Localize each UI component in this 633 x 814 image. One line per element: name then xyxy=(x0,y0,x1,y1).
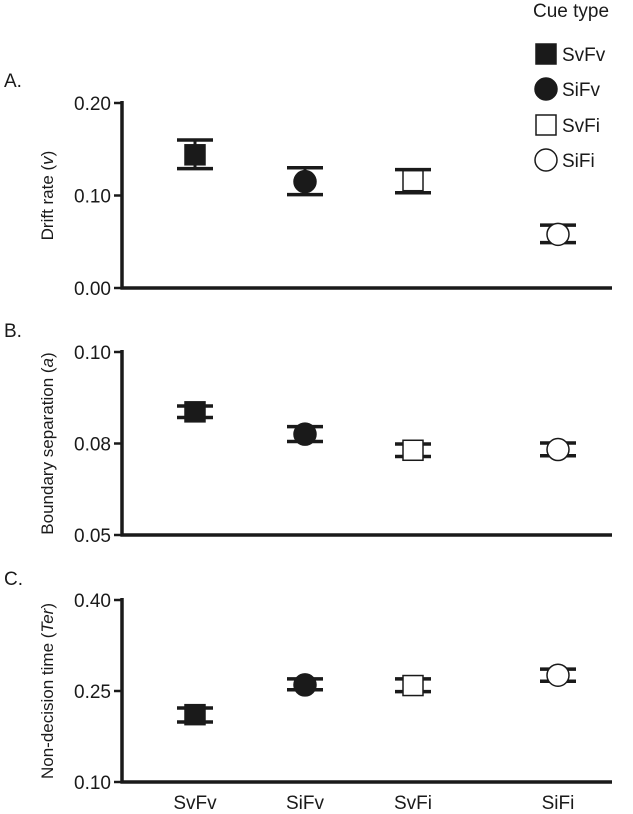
point-svfv xyxy=(184,703,206,726)
y-tick-label: 0.10 xyxy=(74,773,111,794)
x-tick-label-sifi: SiFi xyxy=(542,793,575,814)
point-sifv xyxy=(293,673,317,697)
y-tick-label: 0.20 xyxy=(74,94,111,115)
y-tick-label: 0.10 xyxy=(74,187,111,208)
legend-marker-svfv xyxy=(535,43,557,65)
panel-1: A. 0.00 0.10 0.20 Drift rate (v) xyxy=(4,71,612,300)
x-tick-label-svfi: SvFi xyxy=(394,793,432,814)
panel-2: B. 0.05 0.08 0.10 Boundary separation (a) xyxy=(4,321,612,547)
legend-label-svfi: SvFi xyxy=(562,116,600,137)
legend-marker-sifv xyxy=(534,77,558,101)
legend-label-sifi: SiFi xyxy=(562,151,595,172)
y-axis-label: Drift rate (v) xyxy=(38,151,57,241)
point-sifi xyxy=(546,437,570,462)
legend-marker-sifi xyxy=(534,148,558,172)
y-tick-label: 0.10 xyxy=(74,343,111,364)
y-tick-label: 0.08 xyxy=(74,435,111,456)
point-sifi xyxy=(546,663,570,687)
panel-label: A. xyxy=(4,71,22,92)
point-svfi xyxy=(402,674,424,697)
chart-panels: A. 0.00 0.10 0.20 Drift rate (v) B. 0.05 0.08 0.… xyxy=(4,71,612,814)
point-sifv xyxy=(293,169,317,194)
x-tick-label-svfv: SvFv xyxy=(173,793,217,814)
x-tick-label-sifv: SiFv xyxy=(286,793,325,814)
legend-label-svfv: SvFv xyxy=(562,45,606,66)
legend-title: Cue type xyxy=(533,1,609,22)
panel-label: B. xyxy=(4,321,22,342)
legend-marker-svfi xyxy=(535,114,557,136)
legend: Cue type SvFv SiFv SvFi SiFi xyxy=(533,1,609,172)
panel-label: C. xyxy=(4,569,23,590)
point-svfv xyxy=(184,144,206,166)
point-sifi xyxy=(546,222,570,247)
y-tick-label: 0.05 xyxy=(74,526,111,547)
panel-3: C. 0.10 0.25 0.40 Non-decision time (Ter) SvF… xyxy=(4,569,612,814)
point-svfv xyxy=(184,401,206,423)
legend-label-sifv: SiFv xyxy=(562,80,601,101)
y-tick-label: 0.00 xyxy=(74,279,111,300)
point-sifv xyxy=(293,422,317,446)
point-svfi xyxy=(402,169,424,192)
point-svfi xyxy=(402,439,424,462)
y-tick-label: 0.25 xyxy=(74,682,111,703)
y-axis-label: Boundary separation (a) xyxy=(38,352,57,534)
y-axis-label: Non-decision time (Ter) xyxy=(38,603,57,779)
y-tick-label: 0.40 xyxy=(74,591,111,612)
